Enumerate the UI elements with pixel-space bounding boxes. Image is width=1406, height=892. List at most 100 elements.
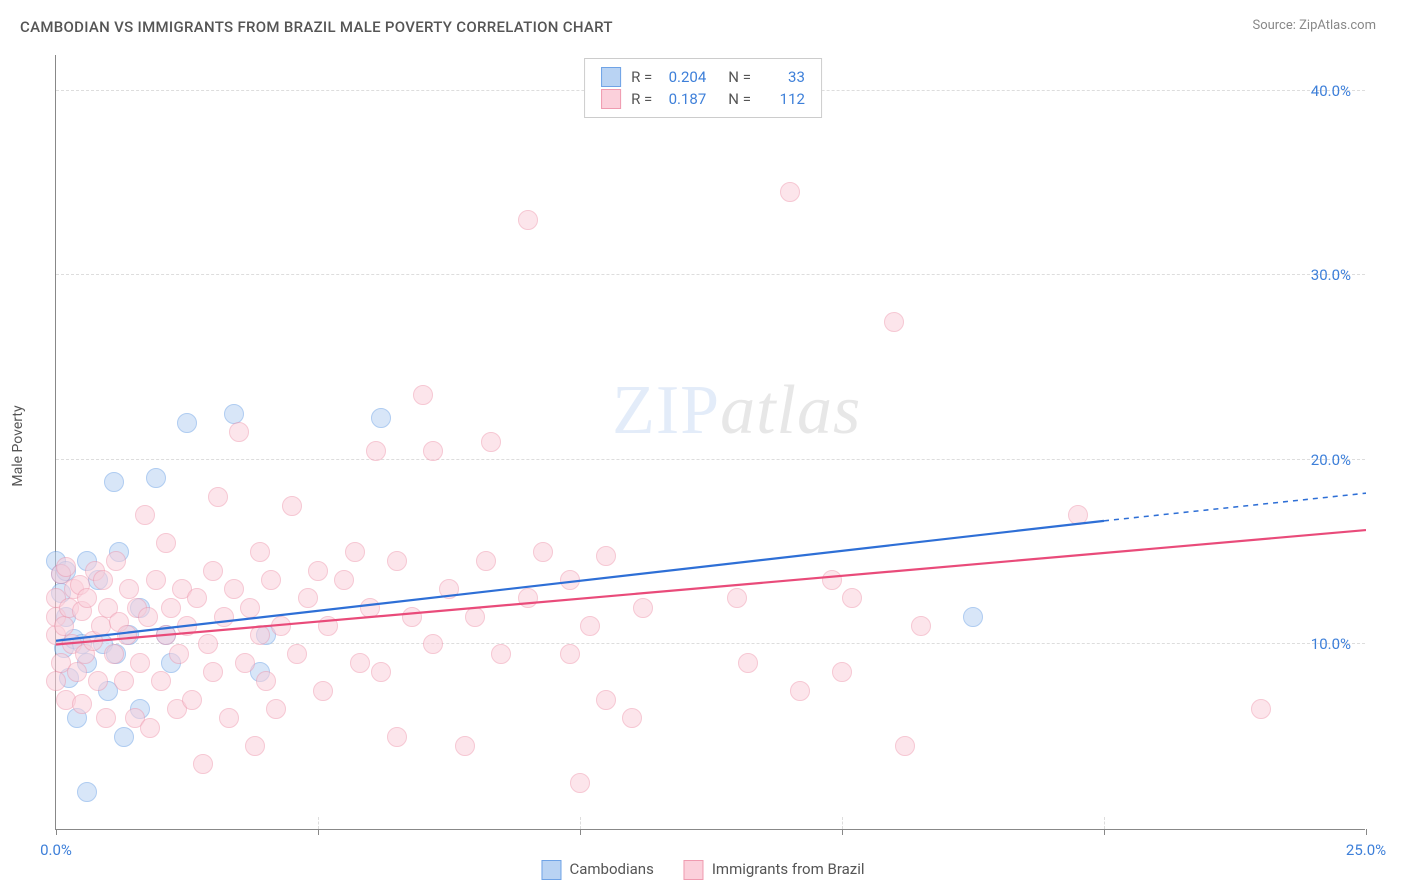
y-tick-label: 40.0% (1311, 82, 1351, 100)
legend-swatch (601, 89, 621, 109)
scatter-point (208, 487, 228, 507)
scatter-point (884, 312, 904, 332)
scatter-point (203, 662, 223, 682)
gridline-horizontal (56, 643, 1365, 644)
scatter-point (533, 542, 553, 562)
scatter-point (832, 662, 852, 682)
scatter-point (1068, 505, 1088, 525)
scatter-point (250, 625, 270, 645)
x-tick-mark (580, 829, 581, 835)
legend-n-label: N = (728, 90, 751, 108)
y-tick-label: 10.0% (1311, 635, 1351, 653)
x-tick-mark (318, 829, 319, 835)
scatter-point (387, 727, 407, 747)
scatter-point (104, 472, 124, 492)
scatter-point (250, 542, 270, 562)
scatter-point (151, 671, 171, 691)
scatter-point (119, 579, 139, 599)
y-tick-label: 20.0% (1311, 451, 1351, 469)
scatter-point (895, 736, 915, 756)
scatter-point (177, 413, 197, 433)
scatter-point (106, 551, 126, 571)
legend-series: Cambodians Immigrants from Brazil (541, 860, 864, 880)
legend-stat-row: R =0.204N =33 (601, 67, 805, 87)
scatter-point (104, 644, 124, 664)
scatter-point (93, 570, 113, 590)
scatter-point (371, 408, 391, 428)
scatter-point (318, 616, 338, 636)
legend-r-label: R = (631, 68, 652, 86)
scatter-point (114, 727, 134, 747)
gridline-horizontal (56, 459, 1365, 460)
legend-label: Immigrants from Brazil (712, 860, 865, 878)
scatter-point (963, 607, 983, 627)
gridline-horizontal (56, 274, 1365, 275)
scatter-point (256, 671, 276, 691)
scatter-point (560, 570, 580, 590)
scatter-point (203, 561, 223, 581)
scatter-point (413, 385, 433, 405)
scatter-point (345, 542, 365, 562)
scatter-point (245, 736, 265, 756)
scatter-point (161, 598, 181, 618)
scatter-point (46, 671, 66, 691)
scatter-point (313, 681, 333, 701)
gridline-vertical (1104, 817, 1105, 829)
scatter-point (240, 598, 260, 618)
scatter-point (77, 782, 97, 802)
scatter-point (518, 588, 538, 608)
trend-lines (56, 54, 1366, 829)
scatter-point (235, 653, 255, 673)
x-tick-mark (842, 829, 843, 835)
legend-swatch (601, 67, 621, 87)
legend-r-label: R = (631, 90, 652, 108)
scatter-point (476, 551, 496, 571)
scatter-point (360, 598, 380, 618)
y-tick-label: 30.0% (1311, 266, 1351, 284)
scatter-point (491, 644, 511, 664)
x-tick-mark (56, 829, 57, 835)
x-tick-mark (1366, 829, 1367, 835)
scatter-point (308, 561, 328, 581)
scatter-point (423, 441, 443, 461)
scatter-point (371, 662, 391, 682)
scatter-point (193, 754, 213, 774)
scatter-point (146, 570, 166, 590)
scatter-point (187, 588, 207, 608)
scatter-point (214, 607, 234, 627)
chart-title: CAMBODIAN VS IMMIGRANTS FROM BRAZIL MALE… (20, 18, 613, 36)
scatter-point (117, 625, 137, 645)
scatter-point (54, 616, 74, 636)
legend-n-label: N = (728, 68, 751, 86)
legend-r-value: 0.187 (662, 90, 706, 108)
scatter-point (1251, 699, 1271, 719)
scatter-point (56, 557, 76, 577)
scatter-point (219, 708, 239, 728)
scatter-point (146, 468, 166, 488)
legend-item: Cambodians (541, 860, 653, 880)
gridline-vertical (318, 817, 319, 829)
scatter-point (266, 699, 286, 719)
scatter-point (518, 210, 538, 230)
scatter-point (334, 570, 354, 590)
scatter-point (455, 736, 475, 756)
gridline-vertical (842, 817, 843, 829)
scatter-point (366, 441, 386, 461)
scatter-point (298, 588, 318, 608)
scatter-point (580, 616, 600, 636)
scatter-point (423, 634, 443, 654)
y-axis-label: Male Poverty (10, 405, 26, 486)
scatter-point (156, 625, 176, 645)
scatter-point (596, 690, 616, 710)
scatter-point (350, 653, 370, 673)
scatter-point (387, 551, 407, 571)
x-tick-mark (1104, 829, 1105, 835)
legend-label: Cambodians (569, 860, 653, 878)
scatter-point (198, 634, 218, 654)
legend-r-value: 0.204 (662, 68, 706, 86)
legend-swatch (684, 860, 704, 880)
scatter-point (402, 607, 422, 627)
scatter-point (465, 607, 485, 627)
scatter-point (140, 718, 160, 738)
scatter-point (560, 644, 580, 664)
